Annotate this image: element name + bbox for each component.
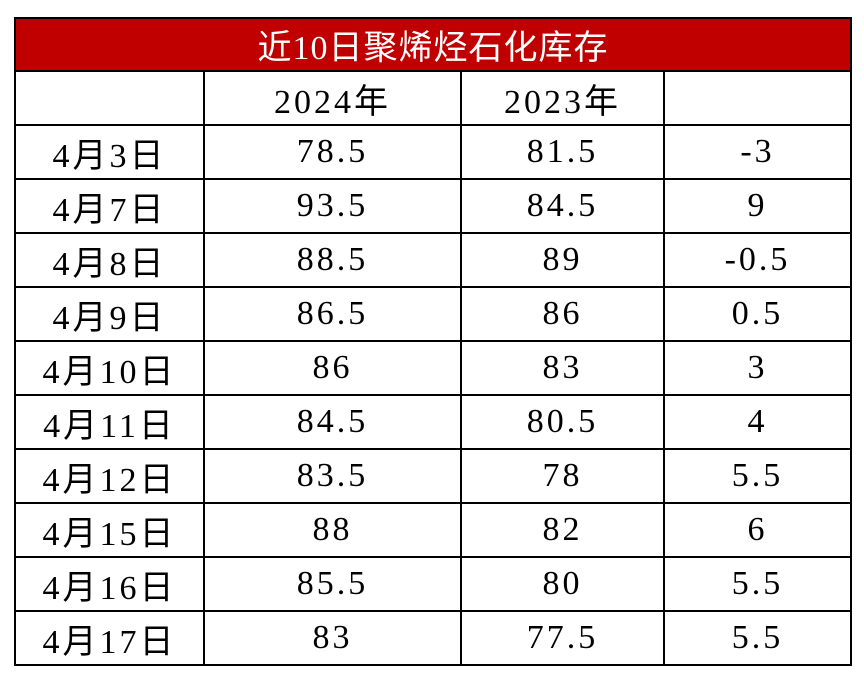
table-title: 近10日聚烯烃石化库存 (14, 17, 852, 72)
value-cell: 80.5 (460, 394, 665, 450)
date-cell: 4月15日 (14, 502, 205, 558)
header-cell (14, 70, 205, 126)
header-row: 2024年 2023年 (14, 70, 852, 126)
date-cell: 4月16日 (14, 556, 205, 612)
value-cell: 89 (460, 232, 665, 288)
value-cell: 83.5 (203, 448, 462, 504)
data-row: 4月3日 78.5 81.5 -3 (14, 124, 852, 180)
data-row: 4月15日 88 82 6 (14, 502, 852, 558)
data-row: 4月12日 83.5 78 5.5 (14, 448, 852, 504)
value-cell: 4 (663, 394, 852, 450)
inventory-table: 近10日聚烯烃石化库存 2024年 2023年 4月3日 78.5 81.5 -3 4月… (14, 17, 852, 666)
title-row: 近10日聚烯烃石化库存 (14, 17, 852, 72)
value-cell: 86 (460, 286, 665, 342)
header-cell (663, 70, 852, 126)
value-cell: 5.5 (663, 448, 852, 504)
date-cell: 4月8日 (14, 232, 205, 288)
value-cell: 84.5 (203, 394, 462, 450)
header-cell: 2023年 (460, 70, 665, 126)
date-cell: 4月10日 (14, 340, 205, 396)
data-row: 4月11日 84.5 80.5 4 (14, 394, 852, 450)
data-row: 4月17日 83 77.5 5.5 (14, 610, 852, 666)
value-cell: 93.5 (203, 178, 462, 234)
value-cell: 84.5 (460, 178, 665, 234)
data-row: 4月10日 86 83 3 (14, 340, 852, 396)
date-cell: 4月11日 (14, 394, 205, 450)
value-cell: 5.5 (663, 556, 852, 612)
value-cell: 78 (460, 448, 665, 504)
value-cell: 86.5 (203, 286, 462, 342)
value-cell: 83 (460, 340, 665, 396)
data-row: 4月8日 88.5 89 -0.5 (14, 232, 852, 288)
value-cell: 83 (203, 610, 462, 666)
value-cell: 80 (460, 556, 665, 612)
value-cell: 0.5 (663, 286, 852, 342)
value-cell: 9 (663, 178, 852, 234)
value-cell: 86 (203, 340, 462, 396)
date-cell: 4月9日 (14, 286, 205, 342)
value-cell: 3 (663, 340, 852, 396)
value-cell: 88.5 (203, 232, 462, 288)
date-cell: 4月3日 (14, 124, 205, 180)
value-cell: 5.5 (663, 610, 852, 666)
value-cell: 82 (460, 502, 665, 558)
value-cell: -0.5 (663, 232, 852, 288)
data-row: 4月9日 86.5 86 0.5 (14, 286, 852, 342)
date-cell: 4月17日 (14, 610, 205, 666)
value-cell: 88 (203, 502, 462, 558)
value-cell: 77.5 (460, 610, 665, 666)
value-cell: 85.5 (203, 556, 462, 612)
value-cell: 6 (663, 502, 852, 558)
header-cell: 2024年 (203, 70, 462, 126)
date-cell: 4月7日 (14, 178, 205, 234)
value-cell: -3 (663, 124, 852, 180)
data-row: 4月7日 93.5 84.5 9 (14, 178, 852, 234)
value-cell: 78.5 (203, 124, 462, 180)
table-body: 近10日聚烯烃石化库存 2024年 2023年 4月3日 78.5 81.5 -3 4月… (14, 17, 852, 666)
value-cell: 81.5 (460, 124, 665, 180)
data-row: 4月16日 85.5 80 5.5 (14, 556, 852, 612)
date-cell: 4月12日 (14, 448, 205, 504)
